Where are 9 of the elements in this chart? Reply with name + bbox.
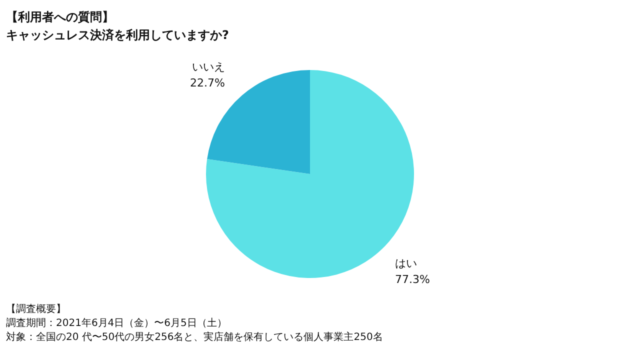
data-label: 77.3% (395, 273, 430, 286)
text: 【調査概要】 (6, 303, 67, 317)
data-label: 22.7% (190, 76, 225, 90)
text: 対象：全国の20 代〜50代の男女256名と、実店舗を保有している個人事業主250名 (6, 331, 383, 345)
text: 【利用者への質問】 (6, 9, 115, 26)
text: 調査期間：2021年6月4日（金）〜6月5日（土） (6, 317, 228, 331)
chart-subtitle: キャッシュレス決済を利用していますか? (6, 27, 229, 44)
slice-label: はい (395, 257, 418, 270)
slice-label: いいえ (192, 60, 225, 74)
